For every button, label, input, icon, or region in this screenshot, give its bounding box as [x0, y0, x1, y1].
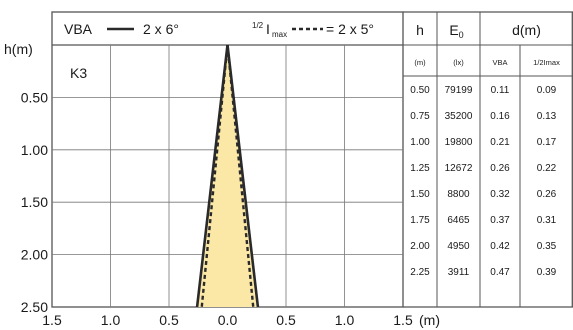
x-tick-label-6: 1.5	[393, 312, 413, 328]
x-tick-label-2: 0.5	[159, 312, 179, 328]
table-cell-vba-4: 0.32	[490, 189, 510, 200]
y-tick-label-4: 2.50	[21, 299, 48, 315]
x-tick-label-1: 1.0	[101, 312, 121, 328]
table-cell-half-7: 0.39	[537, 267, 557, 278]
y-tick-label-0: 0.50	[21, 89, 48, 105]
table-cell-h-3: 1.25	[410, 163, 430, 174]
half-edge-right	[226, 44, 255, 308]
table-header-e0: E0	[449, 22, 463, 40]
table-cell-half-4: 0.26	[537, 189, 557, 200]
table-header-d: d(m)	[512, 22, 541, 38]
table-cell-e-6: 4950	[447, 241, 470, 252]
y-tick-label-3: 2.00	[21, 247, 48, 263]
table-cell-vba-1: 0.16	[490, 111, 510, 122]
y-tick-label-1: 1.00	[21, 142, 48, 158]
table-cell-h-5: 1.75	[410, 215, 430, 226]
table-sub-half: 1/2Imax	[533, 58, 560, 67]
y-axis-label: h(m)	[4, 41, 33, 57]
legend-half-prefix: 1/2	[252, 21, 264, 30]
x-tick-label-0: 1.5	[42, 312, 62, 328]
table-cell-h-1: 0.75	[410, 111, 430, 122]
x-tick-label-4: 0.5	[276, 312, 296, 328]
table-cell-e-3: 12672	[445, 163, 473, 174]
table-sub-vba: VBA	[492, 58, 507, 67]
x-tick-label-5: 1.0	[335, 312, 355, 328]
legend-half-I: I	[266, 21, 270, 37]
table-cell-half-3: 0.22	[537, 163, 557, 174]
half-edge-left	[200, 44, 229, 308]
beam-cone	[195, 44, 260, 308]
table-cell-half-6: 0.35	[537, 241, 557, 252]
legend-half-value: = 2 x 5°	[326, 21, 374, 37]
table-header-e-main: E	[449, 22, 458, 38]
legend-vba-value: 2 x 6°	[143, 21, 179, 37]
table-cell-vba-2: 0.21	[490, 137, 510, 148]
table-cell-h-0: 0.50	[410, 85, 430, 96]
y-tick-label-2: 1.50	[21, 194, 48, 210]
table-cell-e-2: 19800	[445, 137, 473, 148]
chart-axes: h(m)0.501.001.502.002.501.5 1.0 0.5 0.0 0.5 1…	[4, 41, 440, 328]
table-cell-half-2: 0.17	[537, 137, 557, 148]
table-cell-e-5: 6465	[447, 215, 470, 226]
x-axis-unit: (m)	[419, 312, 440, 328]
beam-fill	[197, 45, 258, 307]
table-cell-vba-6: 0.42	[490, 241, 510, 252]
table-cell-vba-7: 0.47	[490, 267, 510, 278]
x-tick-label-3: 0.0	[218, 312, 238, 328]
table-cell-e-1: 35200	[445, 111, 473, 122]
table-header-h: h	[416, 22, 424, 38]
data-table: h E0 d(m) (m) (lx) VBA 1/2Imax 0.50 79199 0.11 0.0…	[403, 11, 573, 308]
table-cell-vba-5: 0.37	[490, 215, 510, 226]
legend-vba-label: VBA	[64, 21, 93, 37]
legend-half-sub: max	[272, 30, 287, 39]
table-cell-e-4: 8800	[447, 189, 470, 200]
table-cell-h-6: 2.00	[410, 241, 430, 252]
table-cell-half-0: 0.09	[537, 85, 557, 96]
table-header-e-sub: 0	[459, 30, 464, 40]
table-cell-e-7: 3911	[448, 267, 470, 278]
table-cell-h-7: 2.25	[410, 267, 430, 278]
table-cell-h-2: 1.00	[410, 137, 430, 148]
chart-legend: VBA 2 x 6° 1/2 I max = 2 x 5°	[64, 21, 374, 39]
table-cell-h-4: 1.50	[410, 189, 430, 200]
panel-label: K3	[70, 65, 87, 81]
table-cell-vba-3: 0.26	[490, 163, 510, 174]
table-cell-half-1: 0.13	[537, 111, 557, 122]
table-cell-e-0: 79199	[445, 85, 473, 96]
table-cell-half-5: 0.31	[537, 215, 557, 226]
table-unit-h: (m)	[414, 58, 426, 67]
table-unit-e: (lx)	[453, 58, 464, 67]
table-cell-vba-0: 0.11	[491, 85, 510, 96]
